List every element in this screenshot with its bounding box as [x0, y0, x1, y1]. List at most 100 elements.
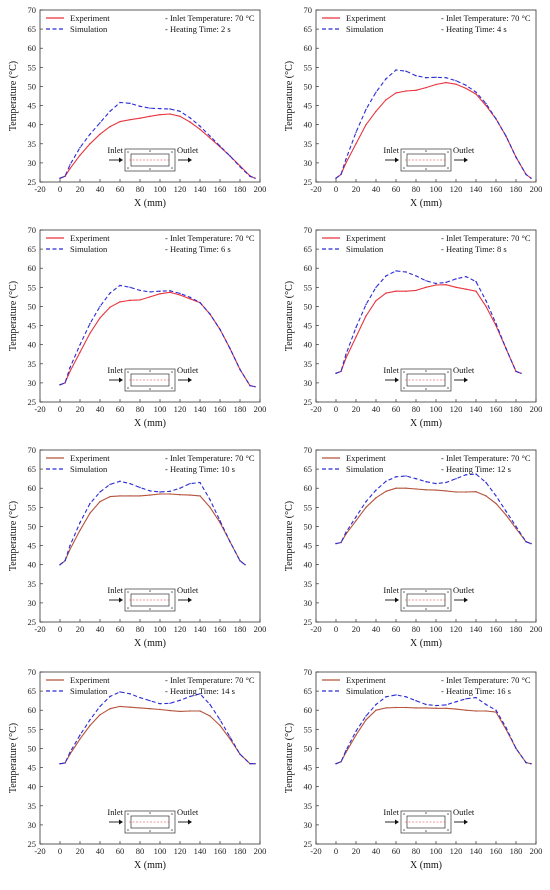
inset-bolt-hole: [171, 151, 173, 153]
y-tick-label: 25: [28, 177, 37, 187]
x-tick-label: 100: [430, 184, 443, 194]
simulation-data-point: [505, 726, 507, 729]
legend-label-experiment: Experiment: [346, 13, 386, 23]
simulation-data-point: [179, 110, 181, 113]
simulation-data-point: [415, 478, 417, 480]
experiment-data-point: [435, 284, 437, 286]
inset-outlet-label: Outlet: [453, 145, 475, 155]
simulation-data-point: [345, 531, 347, 533]
inset-bolt-hole: [403, 371, 405, 373]
inset-bolt-hole: [127, 813, 129, 815]
legend-label-simulation: Simulation: [346, 464, 384, 474]
simulation-data-point: [169, 490, 171, 492]
y-tick-label: 70: [304, 445, 313, 455]
simulation-data-point: [139, 696, 141, 699]
inset-inlet-label: Inlet: [107, 807, 123, 817]
experiment-data-point: [425, 286, 427, 288]
experiment-data-point: [415, 89, 417, 92]
simulation-data-point: [515, 370, 517, 373]
y-tick-label: 55: [304, 282, 313, 292]
simulation-data-point: [79, 521, 81, 524]
inset-bolt-hole: [447, 607, 449, 609]
inset-bolt-hole: [403, 829, 405, 831]
experiment-data-point: [405, 706, 407, 709]
y-tick-label: 65: [28, 24, 37, 34]
simulation-data-point: [99, 305, 101, 308]
simulation-data-point: [485, 703, 487, 706]
simulation-data-point: [425, 280, 427, 282]
y-tick-label: 65: [28, 244, 37, 254]
simulation-data-point: [209, 703, 211, 706]
x-tick-label: 120: [174, 184, 187, 194]
simulation-data-point: [149, 291, 151, 293]
experiment-data-point: [99, 133, 101, 135]
inset-bolt-hole: [403, 813, 405, 815]
annotation-heating-time: - Heating Time: 14 s: [165, 686, 235, 696]
experiment-data-point: [395, 92, 397, 94]
y-tick-label: 65: [304, 464, 313, 474]
simulation-data-point: [365, 500, 367, 503]
experiment-data-point: [435, 489, 437, 491]
y-tick-label: 30: [304, 158, 313, 168]
legend-label-experiment: Experiment: [346, 233, 386, 243]
x-tick-label: 80: [412, 184, 421, 194]
inlet-arrow-head: [395, 157, 399, 163]
simulation-data-point: [465, 275, 467, 278]
experiment-data-point: [99, 500, 101, 503]
y-tick-label: 30: [304, 820, 313, 830]
simulation-data-point: [239, 753, 241, 755]
inset-outlet-label: Outlet: [177, 807, 199, 817]
simulation-data-point: [109, 483, 111, 486]
experiment-data-point: [455, 286, 457, 288]
experiment-data-point: [149, 115, 151, 118]
y-tick-label: 50: [304, 743, 313, 753]
simulation-data-point: [169, 108, 171, 110]
y-tick-label: 45: [28, 101, 37, 111]
experiment-series-line: [59, 291, 256, 388]
experiment-data-point: [515, 527, 517, 530]
inset-bolt-hole: [149, 150, 151, 152]
experiment-data-point: [375, 497, 377, 499]
simulation-data-point: [495, 322, 497, 325]
simulation-data-point: [159, 491, 161, 493]
experiment-data-point: [385, 490, 387, 492]
experiment-data-point: [89, 143, 91, 145]
simulation-data-point: [475, 280, 477, 283]
x-axis-label: X (mm): [410, 638, 442, 649]
inset-bolt-hole: [127, 591, 129, 593]
simulation-data-point: [495, 118, 497, 120]
outlet-arrow-head: [188, 597, 192, 603]
outlet-arrow-head: [188, 157, 192, 163]
experiment-data-point: [89, 332, 91, 334]
experiment-data-point: [179, 294, 181, 296]
simulation-data-point: [415, 275, 417, 277]
inset-bolt-hole: [403, 387, 405, 389]
x-axis-label: X (mm): [134, 198, 166, 209]
simulation-data-point: [89, 322, 91, 325]
x-tick-label: 100: [154, 846, 167, 856]
inset-schematic: Inlet Outlet: [383, 585, 475, 612]
x-tick-label: 140: [194, 184, 207, 194]
experiment-data-point: [149, 494, 151, 496]
inset-bolt-hole: [171, 371, 173, 373]
simulation-data-point: [99, 491, 101, 493]
legend-label-experiment: Experiment: [70, 675, 110, 685]
experiment-data-point: [139, 707, 141, 709]
experiment-data-point: [465, 709, 467, 711]
experiment-data-point: [199, 128, 201, 130]
y-tick-label: 50: [28, 521, 37, 531]
legend-label-simulation: Simulation: [346, 24, 384, 34]
experiment-data-point: [455, 83, 457, 85]
x-tick-label: 40: [96, 846, 105, 856]
y-tick-label: 45: [28, 321, 37, 331]
y-tick-label: 35: [28, 801, 37, 811]
x-tick-label: -20: [34, 404, 45, 414]
experiment-data-point: [455, 491, 457, 493]
legend-label-experiment: Experiment: [346, 675, 386, 685]
inlet-arrow-head: [395, 819, 399, 825]
y-tick-label: 45: [304, 101, 313, 111]
y-tick-label: 65: [28, 686, 37, 696]
inset-bolt-hole: [127, 151, 129, 153]
simulation-data-point: [199, 481, 201, 484]
x-tick-label: 0: [334, 404, 338, 414]
